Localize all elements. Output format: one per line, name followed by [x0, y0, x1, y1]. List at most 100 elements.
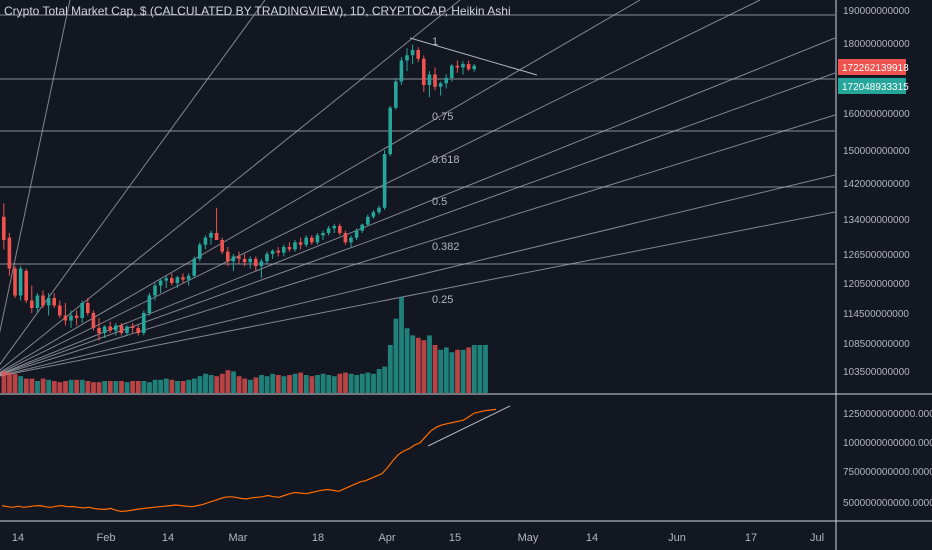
price-tick-label: 150000000000	[843, 146, 910, 157]
volume-bar	[287, 375, 292, 393]
volume-bar	[119, 381, 124, 393]
candle-body	[287, 247, 292, 250]
candle-body	[377, 207, 381, 213]
volume-bar	[124, 382, 130, 393]
volume-bar	[35, 381, 40, 393]
candle-body	[24, 270, 28, 301]
candle-body	[164, 278, 168, 281]
candle-body	[136, 328, 140, 333]
volume-bar	[57, 382, 63, 393]
volume-bar	[460, 349, 466, 393]
indicator-tick-label: 1000000000000.0000	[843, 438, 932, 449]
volume-bar	[477, 345, 483, 393]
volume-bar	[382, 366, 388, 393]
fib-label-5: 0.25	[432, 294, 453, 306]
volume-bar	[158, 379, 164, 393]
candle-body	[130, 326, 135, 328]
volume-bar	[40, 378, 46, 393]
time-tick-label: 14	[12, 532, 24, 544]
candle-body	[175, 277, 180, 283]
candle-body	[125, 326, 129, 333]
time-tick-label: Mar	[229, 532, 248, 544]
candle-body	[35, 295, 40, 308]
price-tick-label: 103500000000	[843, 367, 910, 378]
candle-body	[360, 224, 364, 231]
candle-body	[203, 237, 208, 245]
volume-bar	[247, 379, 253, 393]
volume-bar	[404, 328, 410, 393]
price-tick-label: 180000000000	[843, 39, 910, 50]
fan-line-8	[0, 174, 836, 377]
candle-body	[254, 258, 258, 267]
chart-title: Crypto Total Market Cap, $ (CALCULATED B…	[4, 4, 511, 18]
fan-line-5	[0, 37, 836, 375]
volume-bar	[315, 375, 320, 393]
volume-bar	[343, 372, 348, 393]
candle-body	[91, 313, 96, 328]
indicator-tick-label: 1250000000000.0000	[843, 409, 932, 420]
fan-line-1	[0, 0, 266, 366]
candle-body	[410, 50, 415, 56]
fan-line-2	[0, 0, 461, 371]
volume-bar	[169, 379, 175, 393]
volume-bar	[365, 372, 371, 393]
candle-body	[231, 256, 236, 262]
volume-bar	[281, 376, 287, 393]
price-tick-label: 108500000000	[843, 339, 910, 350]
volume-bar	[18, 376, 24, 393]
volume-bar	[421, 340, 427, 393]
volume-bar	[427, 335, 432, 393]
volume-bar	[466, 347, 472, 393]
candle-body	[119, 325, 124, 333]
volume-bar	[354, 375, 360, 393]
fan-line-3	[0, 0, 641, 373]
volume-bar	[225, 370, 231, 393]
candle-body	[438, 83, 443, 87]
volume-bar	[376, 369, 382, 393]
candle-body	[371, 212, 376, 217]
volume-bar	[337, 373, 343, 393]
candle-body	[52, 298, 56, 306]
fib-label-2: 0.618	[432, 154, 460, 166]
volume-bar	[130, 381, 136, 393]
candle-body	[416, 50, 420, 59]
volume-bar	[259, 375, 264, 393]
volume-bar	[455, 349, 460, 393]
volume-bar	[231, 371, 236, 393]
volume-bar	[348, 373, 354, 393]
volume-bar	[410, 335, 416, 393]
candle-body	[80, 303, 84, 318]
price-label: 172262139918	[842, 63, 909, 74]
candle-body	[366, 216, 370, 225]
volume-bar	[275, 375, 281, 393]
volume-bar	[141, 381, 147, 393]
price-tick-label: 120500000000	[843, 279, 910, 290]
price-tick-label: 160000000000	[843, 109, 910, 120]
candle-body	[276, 250, 280, 253]
candle-body	[2, 216, 6, 240]
fib-label-4: 0.382	[432, 241, 460, 253]
candle-body	[192, 258, 196, 276]
candle-body	[338, 226, 342, 233]
volume-bar	[96, 382, 102, 393]
volume-bar	[46, 379, 52, 393]
volume-bar	[191, 378, 197, 393]
candle-body	[326, 228, 331, 233]
volume-bar	[359, 373, 365, 393]
volume-bar	[449, 352, 455, 393]
fan-line-4	[0, 0, 761, 374]
candle-body	[405, 55, 409, 61]
volume-bar	[1, 371, 7, 393]
candle-body	[142, 313, 146, 333]
candle-body	[382, 154, 387, 208]
candle-body	[214, 233, 219, 240]
candle-body	[354, 230, 359, 238]
volume-bar	[393, 318, 399, 393]
candle-body	[237, 256, 241, 259]
candle-body	[58, 305, 62, 316]
volume-bar	[371, 373, 376, 393]
candle-body	[153, 285, 157, 296]
volume-bar	[107, 381, 113, 393]
time-tick-label: 14	[162, 532, 174, 544]
